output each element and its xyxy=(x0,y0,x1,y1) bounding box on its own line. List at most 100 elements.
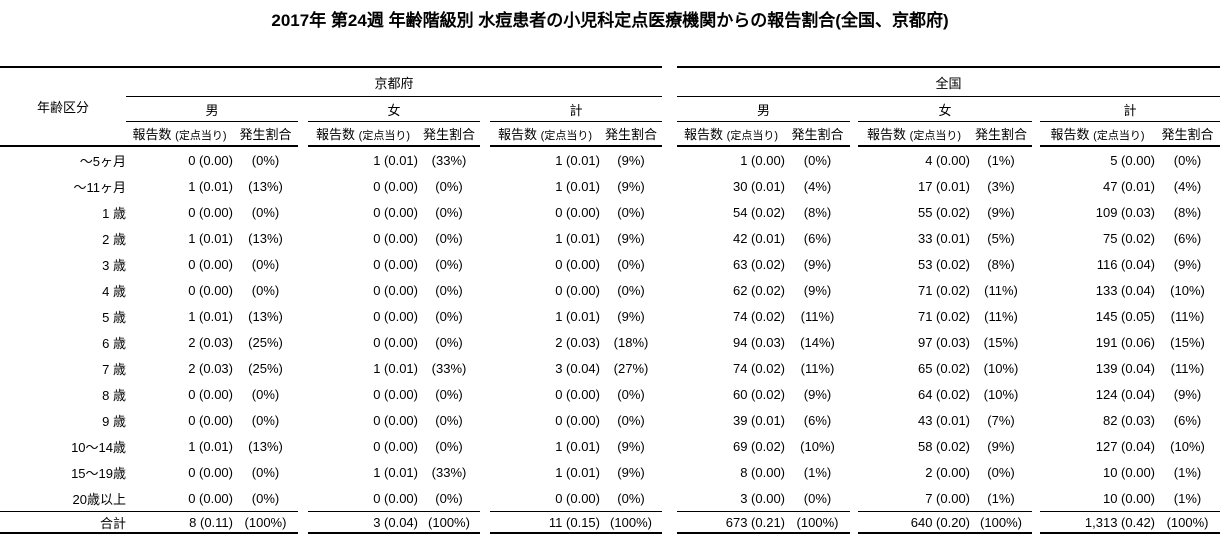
column-gap xyxy=(662,147,677,173)
pct-cell: (6%) xyxy=(803,230,832,246)
column-gap xyxy=(662,459,677,485)
pct-cell: (1%) xyxy=(1173,490,1202,506)
column-gap xyxy=(298,173,308,199)
pct-header: 発生割合 xyxy=(233,122,298,147)
pct-cell: (0%) xyxy=(617,256,645,272)
table-row: 6 歳 2 (0.03) (25%) 0 (0.00) (0%) 2 (0.03) (18%… xyxy=(0,329,1220,355)
column-gap xyxy=(1032,199,1040,225)
column-gap xyxy=(662,407,677,433)
pct-cell: (5%) xyxy=(987,230,1015,246)
column-gap xyxy=(1032,173,1040,199)
count-cell: 1 (0.01) xyxy=(555,438,600,454)
count-header: 報告数 (定点当り) xyxy=(490,122,600,147)
pct-cell: (11%) xyxy=(984,308,1018,324)
column-gap xyxy=(1032,381,1040,407)
count-cell: 0 (0.00) xyxy=(188,386,233,402)
pct-cell: (8%) xyxy=(987,256,1015,272)
count-cell: 74 (0.02) xyxy=(732,360,786,376)
count-cell: 1 (0.01) xyxy=(555,152,600,168)
age-cell: 10～14歳 xyxy=(71,439,126,455)
table-row: 7 歳 2 (0.03) (25%) 1 (0.01) (33%) 3 (0.04) (27… xyxy=(0,355,1220,381)
column-gap xyxy=(480,303,490,329)
column-gap xyxy=(850,303,858,329)
column-gap xyxy=(480,355,490,381)
column-gap xyxy=(298,329,308,355)
table-row: 10～14歳 1 (0.01) (13%) 0 (0.00) (0%) 1 (0.01) (… xyxy=(0,433,1220,459)
count-cell: 0 (0.00) xyxy=(373,490,418,506)
age-distribution-table: 年齢区分 京都府 全国 男 女 計 男 女 計 報告数 (定点当り) 発生割合 xyxy=(0,66,1220,534)
count-cell: 82 (0.03) xyxy=(1102,412,1156,428)
column-gap xyxy=(480,459,490,485)
pct-cell: (100%) xyxy=(1155,511,1220,534)
pct-cell: (13%) xyxy=(248,230,283,246)
column-gap xyxy=(850,199,858,225)
count-cell: 58 (0.02) xyxy=(917,438,971,454)
count-header: 報告数 (定点当り) xyxy=(126,122,233,147)
column-gap xyxy=(298,97,308,122)
count-cell: 71 (0.02) xyxy=(917,282,971,298)
age-cell: 7 歳 xyxy=(102,361,126,377)
table-row: ～11ヶ月 1 (0.01) (13%) 0 (0.00) (0%) 1 (0.01) (9… xyxy=(0,173,1220,199)
pct-cell: (9%) xyxy=(803,386,832,402)
count-cell: 1 (0.01) xyxy=(555,230,600,246)
column-gap xyxy=(480,199,490,225)
pct-header: 発生割合 xyxy=(600,122,663,147)
page-title: 2017年 第24週 年齢階級別 水痘患者の小児科定点医療機関からの報告割合(全… xyxy=(271,11,949,30)
table-row: 15～19歳 0 (0.00) (0%) 1 (0.01) (33%) 1 (0.01) (… xyxy=(0,459,1220,485)
column-gap xyxy=(850,511,858,534)
column-gap xyxy=(480,277,490,303)
pct-cell: (11%) xyxy=(1170,360,1205,376)
pct-header: 発生割合 xyxy=(1155,122,1220,147)
pct-cell: (9%) xyxy=(987,438,1015,454)
pct-cell: (14%) xyxy=(800,334,835,350)
column-gap xyxy=(850,433,858,459)
age-cell: 20歳以上 xyxy=(72,491,126,507)
count-cell: 74 (0.02) xyxy=(732,308,786,324)
pct-cell: (0%) xyxy=(251,386,280,402)
count-cell: 0 (0.00) xyxy=(373,438,418,454)
pct-cell: (0%) xyxy=(803,152,832,168)
pct-header: 発生割合 xyxy=(785,122,851,147)
column-gap xyxy=(480,485,490,511)
pct-header: 発生割合 xyxy=(970,122,1033,147)
column-gap xyxy=(298,199,308,225)
count-cell: 0 (0.00) xyxy=(373,334,418,350)
column-gap xyxy=(1032,329,1040,355)
count-cell: 0 (0.00) xyxy=(555,204,600,220)
column-gap xyxy=(1032,277,1040,303)
column-gap xyxy=(662,485,677,511)
pct-cell: (11%) xyxy=(800,308,835,324)
count-cell: 640 (0.20) xyxy=(858,511,971,534)
count-header-label: 報告数 xyxy=(867,127,907,142)
count-header-label: 報告数 xyxy=(498,127,538,142)
pct-cell: (0%) xyxy=(987,464,1015,480)
count-cell: 1 (0.00) xyxy=(740,152,786,168)
pct-cell: (6%) xyxy=(1173,412,1202,428)
pct-cell: (18%) xyxy=(613,334,649,350)
measure-header-row: 報告数 (定点当り) 発生割合 報告数 (定点当り) 発生割合 報告数 (定点当… xyxy=(0,122,1220,147)
column-gap xyxy=(850,329,858,355)
count-cell: 109 (0.03) xyxy=(1095,204,1156,220)
column-gap xyxy=(480,173,490,199)
pct-cell: (0%) xyxy=(617,386,645,402)
pct-cell: (100%) xyxy=(233,511,298,534)
count-cell: 1 (0.01) xyxy=(373,464,418,480)
column-gap xyxy=(480,407,490,433)
pct-cell: (10%) xyxy=(1170,282,1205,298)
column-gap xyxy=(298,485,308,511)
count-cell: 5 (0.00) xyxy=(1110,152,1156,168)
pct-cell: (0%) xyxy=(435,282,463,298)
pct-cell: (0%) xyxy=(435,438,463,454)
count-cell: 673 (0.21) xyxy=(677,511,786,534)
pct-cell: (0%) xyxy=(617,282,645,298)
pct-cell: (100%) xyxy=(970,511,1033,534)
column-gap xyxy=(1032,485,1040,511)
region-gap xyxy=(662,66,677,147)
count-cell: 0 (0.00) xyxy=(555,386,600,402)
age-cell: 15～19歳 xyxy=(71,465,126,481)
count-cell: 3 (0.04) xyxy=(308,511,418,534)
count-cell: 62 (0.02) xyxy=(732,282,786,298)
count-cell: 1 (0.01) xyxy=(188,308,233,324)
table-row: 8 歳 0 (0.00) (0%) 0 (0.00) (0%) 0 (0.00) (0%) 6… xyxy=(0,381,1220,407)
